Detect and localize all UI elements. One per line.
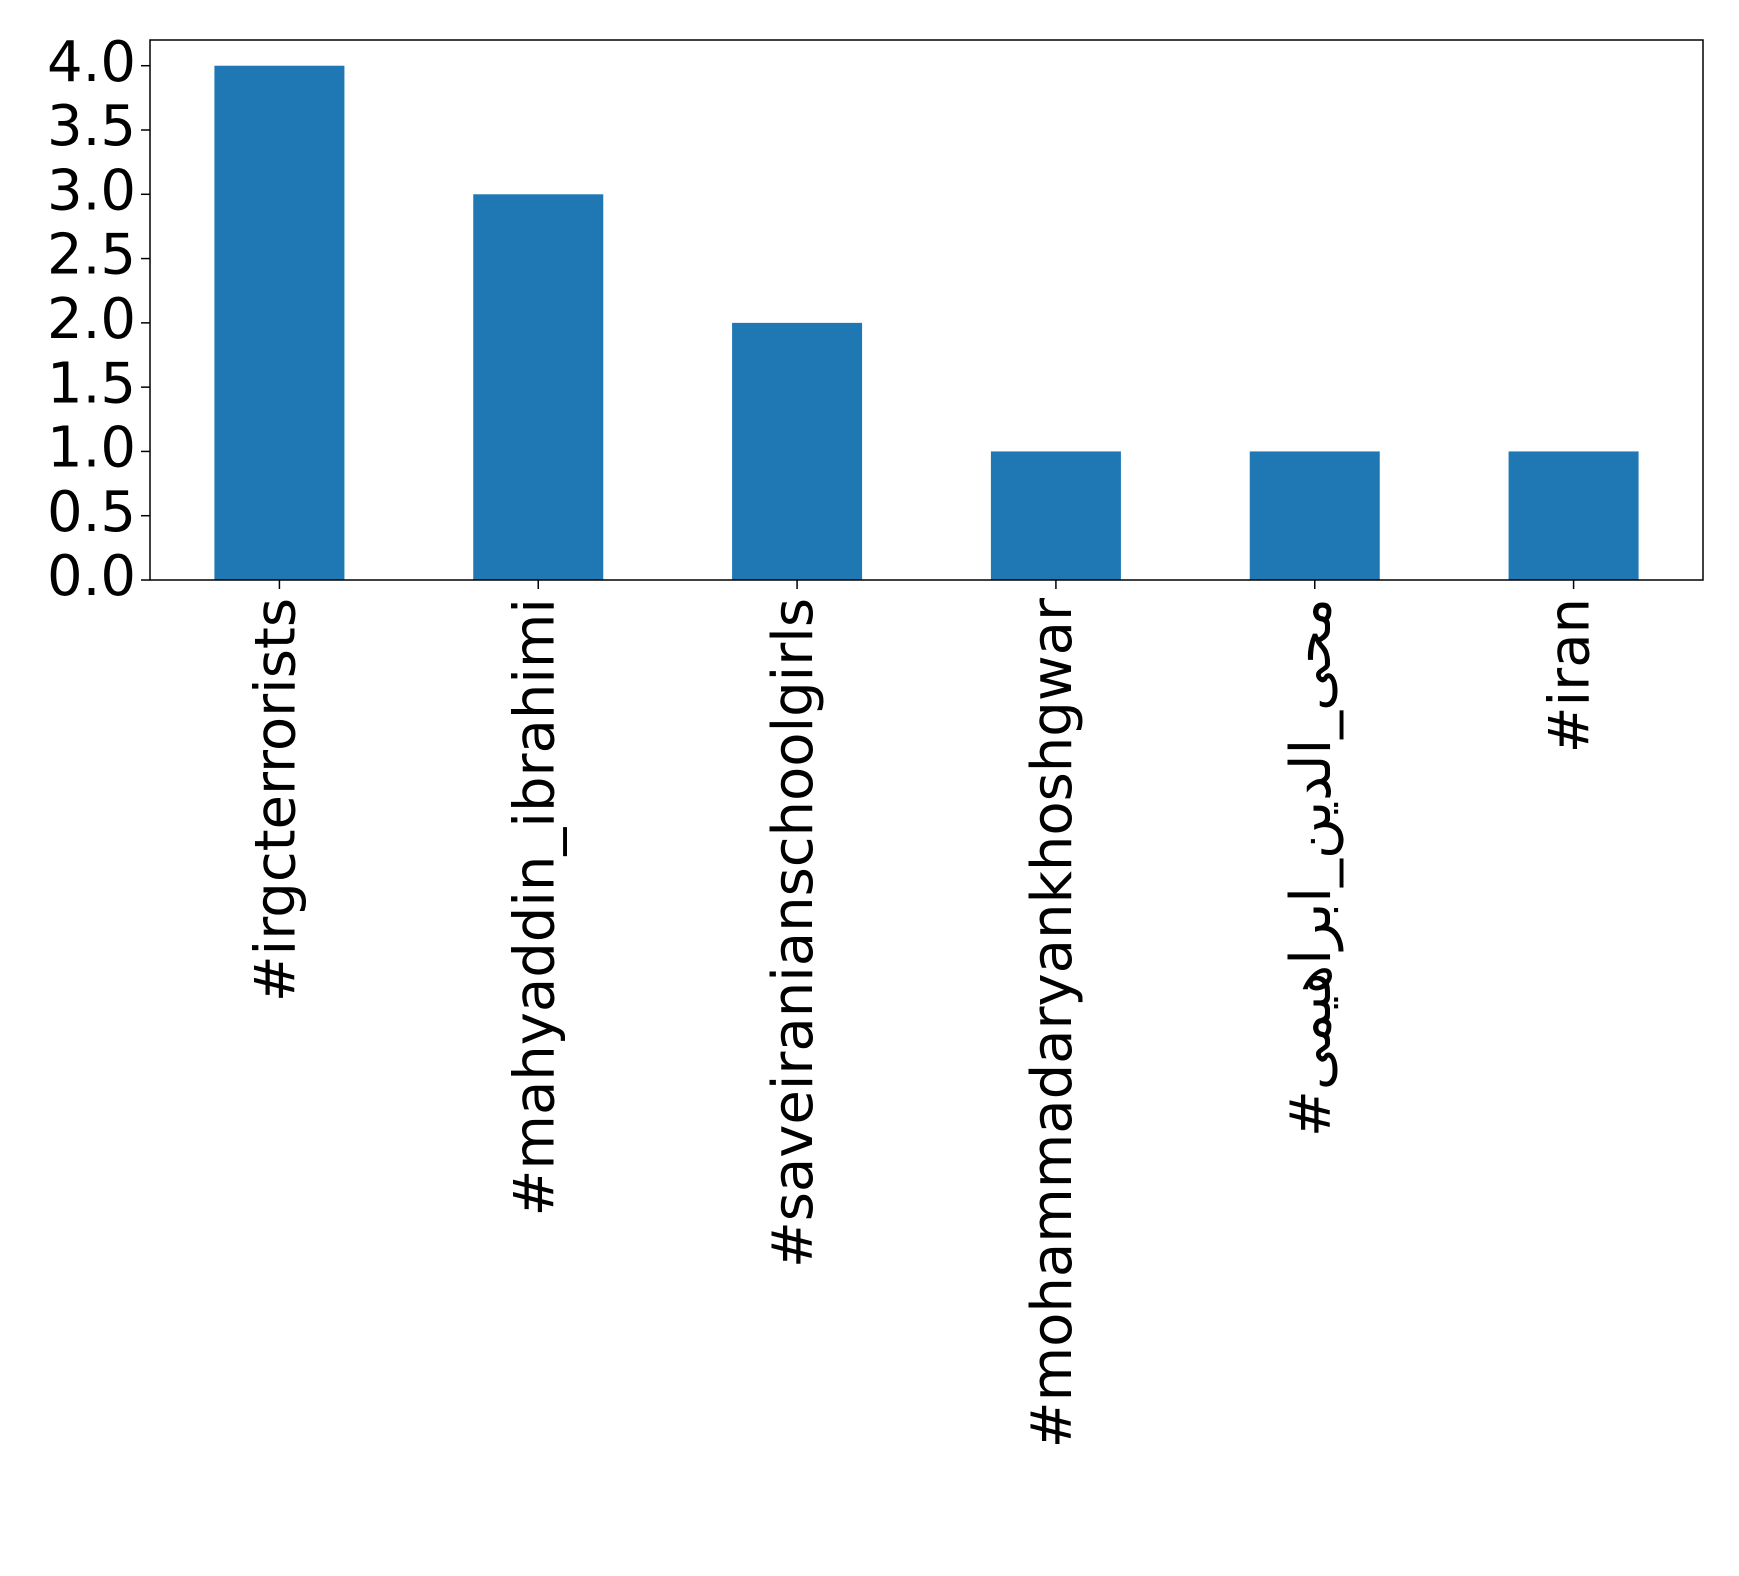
plot-frame <box>149 39 1704 581</box>
bar <box>1249 451 1380 580</box>
x-tick-label: #mohammadaryankhoshgwar <box>1020 597 1085 1448</box>
y-tick-label: 2.5 <box>47 223 136 288</box>
bar <box>1508 451 1639 580</box>
y-tick-label: 1.0 <box>47 416 136 481</box>
y-tick-label: 0.0 <box>47 544 136 609</box>
bar <box>732 322 863 580</box>
x-tick-label: #irgcterrorists <box>244 598 309 1002</box>
y-tick-label: 4.0 <box>47 30 136 95</box>
bar <box>214 65 345 580</box>
x-tick-label: #mahyaddin_ibrahimi <box>502 598 567 1217</box>
y-tick-label: 3.0 <box>47 158 136 223</box>
y-tick-label: 0.5 <box>47 480 136 545</box>
x-tick-label: #محی_الدین_ابراهیمی <box>1279 598 1344 1137</box>
x-tick-label: #iran <box>1538 598 1603 753</box>
bars <box>214 65 1639 581</box>
bar <box>473 194 604 581</box>
y-tick-label: 3.5 <box>47 94 136 159</box>
x-tick-label: #saveiranianschoolgirls <box>761 598 826 1268</box>
bar <box>990 451 1121 580</box>
y-axis: 0.00.51.01.52.02.53.03.54.0 <box>47 30 150 609</box>
y-tick-label: 2.0 <box>47 287 136 352</box>
y-tick-label: 1.5 <box>47 351 136 416</box>
x-axis: #irgcterrorists #mahyaddin_ibrahimi #savei… <box>244 580 1603 1448</box>
